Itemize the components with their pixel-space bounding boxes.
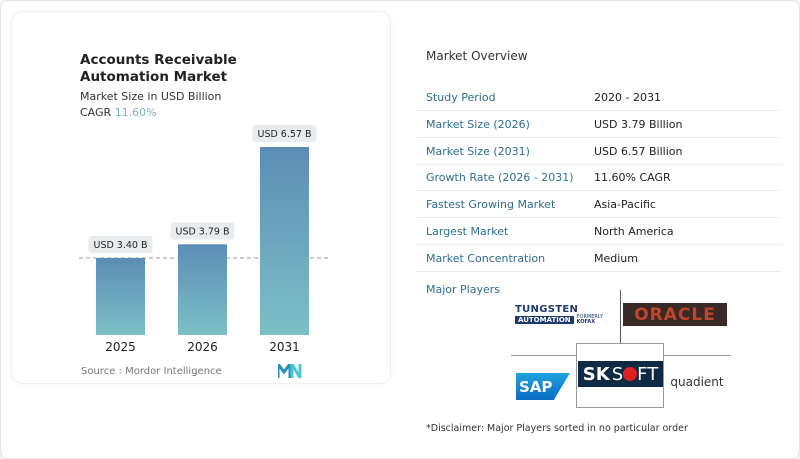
logo-text: TUNGSTEN <box>515 303 579 315</box>
mordor-logo-icon <box>278 364 302 378</box>
overview-value: Medium <box>594 251 638 265</box>
logo-text: AUTOMATION <box>515 315 574 324</box>
x-tick-label: 2026 <box>187 340 218 354</box>
data-label-bg <box>88 235 153 253</box>
data-label: USD 3.40 B <box>93 240 147 251</box>
overview-key: Market Size (2026) <box>426 117 530 131</box>
overview-key: Largest Market <box>426 225 509 238</box>
disclaimer: *Disclaimer: Major Players sorted in no … <box>426 423 688 434</box>
major-players-label: Major Players <box>426 283 500 296</box>
logo-tungsten: TUNGSTEN AUTOMATION FORMERLY KOFAX <box>515 302 620 326</box>
x-tick-label: 2031 <box>269 340 300 354</box>
overview-value: USD 3.79 Billion <box>594 117 683 131</box>
data-label: USD 6.57 B <box>257 129 311 140</box>
data-label-bg <box>252 125 317 142</box>
overview-key: Fastest Growing Market <box>426 198 556 212</box>
overview-row: Growth Rate (2026 - 2031) 11.60% CAGR <box>417 164 781 192</box>
overview-value: USD 6.57 Billion <box>594 144 683 158</box>
overview-row: Study Period 2020 - 2031 <box>417 84 781 111</box>
bar-2031 <box>260 147 309 335</box>
overview-value: 11.60% CAGR <box>594 171 671 185</box>
divider <box>620 290 621 343</box>
overview-row: Market Concentration Medium <box>417 245 781 272</box>
bar-2026 <box>178 244 227 335</box>
overview-row: Market Size (2026) USD 3.79 Billion <box>417 111 781 138</box>
overview-value: Asia-Pacific <box>594 198 656 212</box>
cagr: CAGR 11.60% <box>80 106 157 119</box>
overview-value: North America <box>594 225 674 238</box>
overview-title: Market Overview <box>426 49 528 63</box>
overview-row: Market Size (2031) USD 6.57 Billion <box>417 138 781 165</box>
data-label-bg <box>170 222 235 240</box>
logo-oracle: ORACLE <box>623 303 727 326</box>
overview-row: Largest Market North America <box>417 218 781 245</box>
overview-value: 2020 - 2031 <box>594 91 661 104</box>
bar-2025 <box>96 257 145 335</box>
overview-row: Fastest Growing Market Asia-Pacific <box>417 191 781 219</box>
x-tick-label: 2025 <box>105 340 136 354</box>
logo-quadient: quadient <box>670 375 724 389</box>
cagr-label: CAGR <box>80 106 112 119</box>
cagr-value: 11.60% <box>114 106 157 119</box>
overview-key: Study Period <box>426 91 496 104</box>
logo-text: FORMERLY KOFAX <box>576 313 604 325</box>
source-text: Source : Mordor Intelligence <box>81 366 222 377</box>
data-label: USD 3.79 B <box>175 226 229 237</box>
chart-title: Accounts Receivable Automation Market <box>80 52 237 85</box>
logo-sksoft: SK S FT <box>578 361 663 387</box>
overview-key: Market Concentration <box>426 251 546 265</box>
overview-key: Growth Rate (2026 - 2031) <box>426 171 574 185</box>
overview-key: Market Size (2031) <box>426 144 530 158</box>
chart-subtitle: Market Size in USD Billion <box>80 90 222 103</box>
